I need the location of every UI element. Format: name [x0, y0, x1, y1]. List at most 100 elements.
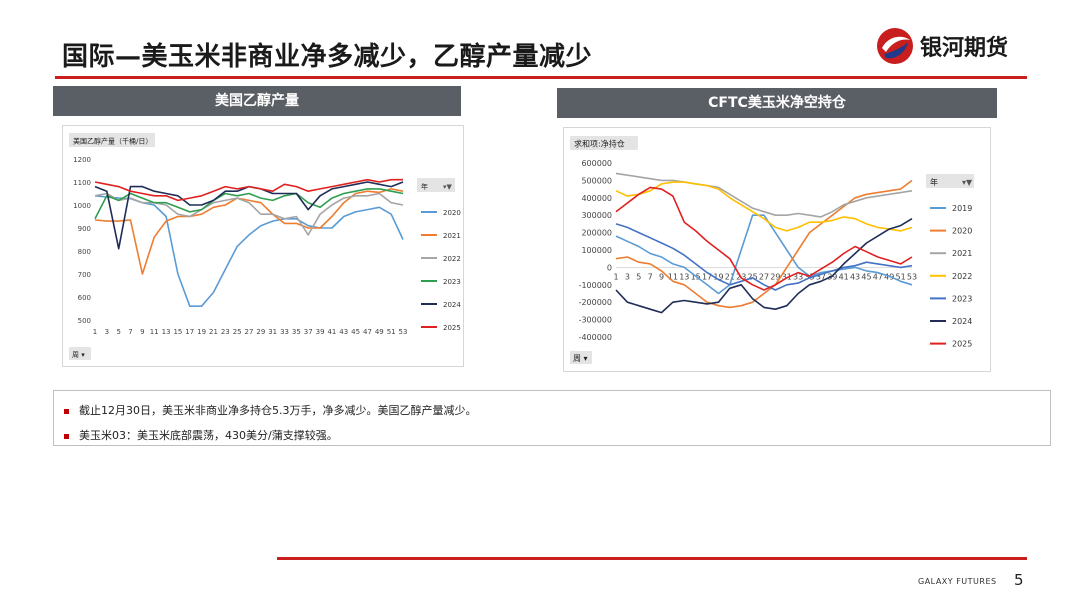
legend-label: 2023 — [952, 294, 972, 303]
x-tick-label: 27 — [759, 272, 769, 281]
x-tick-label: 11 — [668, 272, 678, 281]
legend-label: 2024 — [443, 301, 461, 309]
chart-title-chip — [570, 136, 638, 150]
x-tick-label: 31 — [782, 272, 792, 281]
x-tick-label: 41 — [327, 328, 336, 336]
bullet-icon — [64, 433, 69, 439]
title-divider — [55, 76, 1027, 79]
filter-icon: ▾▼ — [962, 178, 973, 187]
x-tick-label: 33 — [793, 272, 803, 281]
x-tick-label: 17 — [702, 272, 712, 281]
chart-title-chip — [69, 133, 155, 147]
x-tick-label: 29 — [256, 328, 265, 336]
x-tick-label: 49 — [375, 328, 384, 336]
x-tick-label: 9 — [659, 272, 664, 281]
x-tick-label: 9 — [140, 328, 144, 336]
x-tick-label: 5 — [116, 328, 120, 336]
legend-filter-button — [417, 178, 455, 192]
y-tick-label: 0 — [607, 263, 612, 272]
legend-label: 2020 — [443, 209, 461, 217]
x-tick-label: 29 — [770, 272, 780, 281]
series-line-2022 — [94, 192, 404, 236]
x-tick-label: 19 — [197, 328, 206, 336]
footer-divider — [277, 557, 1027, 560]
y-tick-label: 100000 — [581, 246, 612, 255]
series-line-2020 — [94, 195, 404, 307]
y-tick-label: 600000 — [581, 159, 612, 168]
legend-label: 2024 — [952, 317, 972, 326]
y-tick-label: 300000 — [581, 211, 612, 220]
series-line-2024 — [94, 181, 404, 250]
x-tick-label: 25 — [748, 272, 758, 281]
page-title: 国际—美玉米非商业净多减少，乙醇产量减少 — [62, 42, 593, 72]
y-tick-label: 500 — [78, 317, 91, 325]
series-line-2023 — [94, 188, 404, 220]
x-tick-label: 37 — [304, 328, 313, 336]
x-tick-label: 25 — [233, 328, 242, 336]
series-line-2019 — [615, 214, 913, 295]
x-tick-label: 21 — [209, 328, 218, 336]
x-tick-label: 41 — [839, 272, 849, 281]
axis-field-button — [570, 351, 592, 364]
x-tick-label: 13 — [162, 328, 171, 336]
legend-filter-label: 年 — [421, 182, 428, 191]
x-tick-label: 13 — [679, 272, 689, 281]
x-tick-label: 5 — [636, 272, 641, 281]
x-tick-label: 47 — [363, 328, 372, 336]
x-tick-label: 47 — [873, 272, 883, 281]
y-tick-label: -100000 — [579, 281, 612, 290]
legend-label: 2021 — [443, 232, 461, 240]
x-tick-label: 27 — [245, 328, 254, 336]
y-tick-label: -300000 — [579, 316, 612, 325]
y-tick-label: 500000 — [581, 176, 612, 185]
series-line-2022 — [615, 181, 913, 232]
notes-box: 截止12月30日，美玉米非商业净多持仓5.3万手，净多减少。美国乙醇产量减少。 … — [53, 390, 1051, 446]
y-tick-label: -200000 — [579, 298, 612, 307]
page-number: 5 — [1014, 571, 1024, 589]
filter-icon: ▾▼ — [443, 183, 453, 191]
x-tick-label: 51 — [896, 272, 906, 281]
axis-field-label: 周 ▾ — [573, 354, 588, 363]
legend-label: 2023 — [443, 278, 461, 286]
y-tick-label: 400000 — [581, 194, 612, 203]
ethanol-chart-svg: 美国乙醇产量（千桶/日）1200110010009008007006005001… — [69, 133, 461, 360]
x-tick-label: 39 — [316, 328, 325, 336]
y-tick-label: 600 — [78, 294, 91, 302]
right-panel-header: CFTC美玉米净空持仓 — [557, 88, 997, 118]
chart-title: 美国乙醇产量（千桶/日） — [73, 137, 152, 146]
y-tick-label: 200000 — [581, 229, 612, 238]
x-tick-label: 23 — [221, 328, 230, 336]
company-logo: 银河期货 — [874, 26, 1008, 66]
left-panel-header: 美国乙醇产量 — [53, 86, 461, 116]
note-text: 美玉米03：美玉米底部震荡，430美分/蒲支撑较强。 — [79, 429, 338, 442]
series-line-2025 — [94, 178, 403, 202]
x-tick-label: 53 — [399, 328, 408, 336]
legend-label: 2021 — [952, 249, 972, 258]
x-tick-label: 35 — [292, 328, 301, 336]
galaxy-logo-icon — [877, 28, 913, 64]
legend-label: 2022 — [952, 272, 972, 281]
x-tick-label: 3 — [625, 272, 630, 281]
legend-filter-button — [926, 174, 974, 188]
y-tick-label: 700 — [78, 271, 91, 279]
axis-field-button — [69, 347, 91, 360]
footer-brand: GALAXY FUTURES — [918, 577, 997, 586]
x-tick-label: 33 — [280, 328, 289, 336]
bullet-icon — [64, 408, 69, 414]
cftc-chart: 求和项:净持仓 600000 500000 400000 300000 200000 100… — [563, 127, 991, 372]
legend-label: 2025 — [952, 340, 972, 349]
x-tick-label: 35 — [804, 272, 814, 281]
series-line-2023 — [615, 223, 913, 291]
y-tick-label: 1100 — [73, 179, 91, 187]
y-tick-label: 1000 — [73, 202, 91, 210]
legend-label: 2019 — [952, 204, 972, 213]
note-item: 截止12月30日，美玉米非商业净多持仓5.3万手，净多减少。美国乙醇产量减少。 — [64, 402, 477, 418]
x-tick-label: 45 — [861, 272, 871, 281]
legend-label: 2022 — [443, 255, 461, 263]
x-tick-label: 45 — [351, 328, 360, 336]
x-tick-label: 7 — [648, 272, 653, 281]
x-tick-label: 7 — [128, 328, 132, 336]
x-tick-label: 21 — [725, 272, 735, 281]
legend-filter-label: 年 — [930, 177, 938, 187]
x-tick-label: 37 — [816, 272, 826, 281]
